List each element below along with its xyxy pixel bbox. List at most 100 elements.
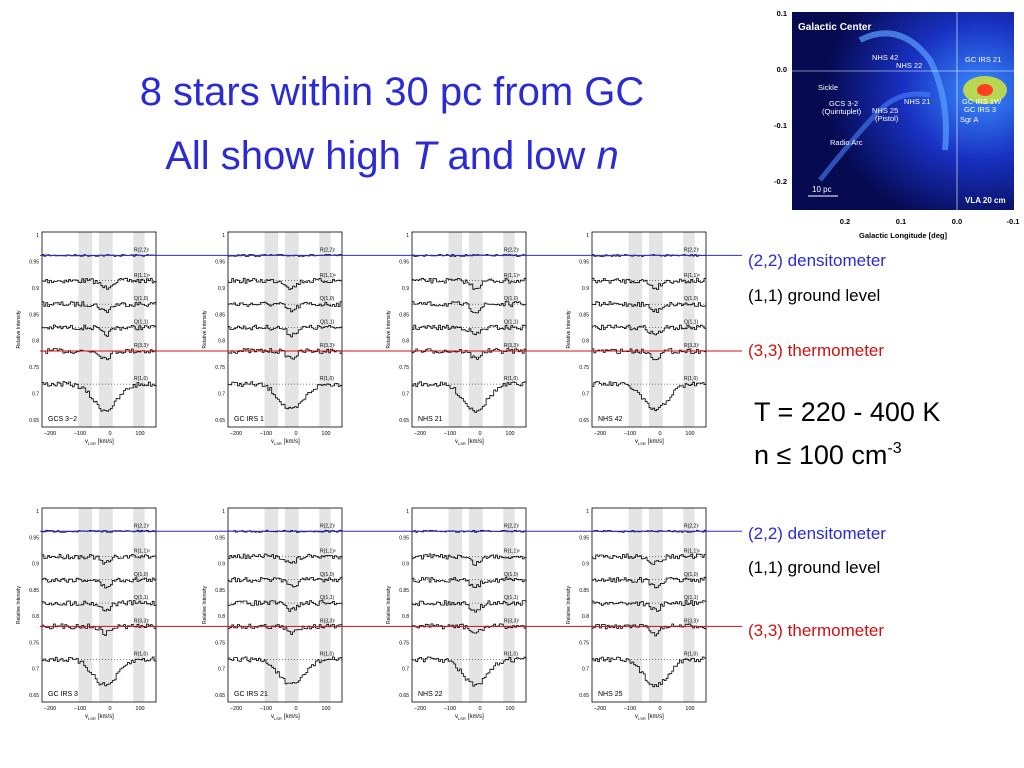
line-label: R(2,2)ˡ [134, 523, 149, 529]
x-label-part: [km/s] [284, 439, 300, 445]
spectrum-trace [228, 348, 343, 360]
spectrum-trace [42, 600, 157, 612]
shaded-band [683, 232, 695, 427]
title-part: n [597, 134, 619, 178]
y-tick-label: 0.75 [579, 365, 589, 371]
y-tick-label: 0.7 [218, 392, 225, 398]
y-tick-label: 0.8 [582, 339, 589, 345]
panel-name: GC IRS 3 [48, 691, 78, 698]
x-axis-label: vLSR [km/s] [455, 714, 484, 721]
y-axis-label: Relative Intensity [202, 585, 208, 624]
spectrum-trace [592, 324, 707, 336]
y-tick-label: 0.85 [579, 588, 589, 594]
x-tick-label: −100 [444, 706, 456, 712]
x-label-part: v [271, 714, 274, 720]
panel-name: NHS 25 [598, 691, 623, 698]
line-label: R(1,0) [504, 376, 518, 382]
spectrum-trace [42, 553, 157, 565]
line-label: R(1,1)ᵘ [134, 549, 150, 555]
x-label-part: LSR [274, 441, 282, 446]
line-label: R(1,0) [684, 651, 698, 657]
spectrum-trace [42, 277, 157, 290]
x-tick-label: −100 [74, 706, 86, 712]
spectrum-trace [592, 600, 707, 612]
spectrum-trace [412, 277, 527, 290]
line-label: R(1,1)ᵘ [320, 273, 336, 279]
line-label: Q(1,1) [134, 320, 149, 326]
map-title: Galactic Center [798, 22, 871, 33]
spectrum-trace [228, 277, 343, 290]
spectrum-trace [412, 324, 527, 336]
spectrum-trace [412, 381, 527, 413]
map-label: NHS 42 [872, 53, 898, 62]
x-tick-label: 0 [294, 431, 297, 437]
spectrum-trace [228, 656, 343, 685]
line-label: Q(1,0) [504, 572, 519, 578]
y-tick-label: 0.85 [215, 312, 225, 318]
map-scale: 10 pc [812, 185, 832, 194]
y-tick-label: 0.9 [218, 562, 225, 568]
map-survey: VLA 20 cm [965, 196, 1006, 205]
y-tick-label: 1 [406, 509, 409, 515]
y-tick-label: 0.75 [29, 640, 39, 646]
spectrum-panel: R(2,2)ˡ R(1,1)ᵘ Q(1,0) Q(1,1) R(3,3)ˡ R(1,0) 1… [202, 231, 343, 446]
x-tick-label: 100 [505, 706, 514, 712]
x-label-part: [km/s] [98, 439, 114, 445]
map-y-tick: -0.1 [774, 121, 787, 130]
y-tick-label: 0.75 [29, 365, 39, 371]
y-tick-label: 0.65 [215, 418, 225, 424]
line-label: R(3,3)ˡ [320, 618, 335, 624]
x-tick-label: −200 [594, 706, 606, 712]
spectrum-trace [412, 577, 527, 588]
spectrum-trace [42, 324, 157, 337]
line-label: Q(1,0) [684, 572, 699, 578]
line-label: Q(1,0) [134, 296, 149, 302]
y-tick-label: 0.8 [402, 614, 409, 620]
x-tick-label: −200 [44, 706, 56, 712]
y-tick-label: 0.7 [402, 392, 409, 398]
y-tick-label: 0.9 [402, 286, 409, 292]
y-axis-label: Relative Intensity [386, 310, 392, 349]
map-label: (Quintuplet) [822, 107, 862, 116]
y-tick-label: 0.9 [32, 562, 39, 568]
annotation: (1,1) ground level [748, 558, 880, 577]
x-tick-label: 100 [321, 431, 330, 437]
map-label: GC IRS 3 [964, 105, 996, 114]
condition-text: n ≤ 100 cm [754, 440, 887, 470]
shaded-band [319, 232, 331, 427]
line-label: R(2,2)ˡ [504, 247, 519, 253]
x-tick-label: 100 [685, 706, 694, 712]
panel-frame [227, 231, 343, 428]
spectrum-trace [228, 600, 343, 612]
panel-frame [591, 507, 707, 703]
map-feature [977, 84, 993, 96]
line-label: R(2,2)ˡ [320, 247, 335, 253]
x-label-part: LSR [88, 441, 96, 446]
panel-frame [41, 231, 157, 428]
map-label: (Pistol) [875, 114, 899, 123]
panel-frame [411, 507, 527, 703]
spectrum-trace [592, 576, 707, 589]
line-label: R(2,2)ˡ [684, 523, 699, 529]
spectrum-trace [412, 623, 527, 634]
map-label: Radio Arc [830, 138, 863, 147]
annotation: (2,2) densitometer [748, 524, 886, 543]
line-label: R(2,2)ˡ [504, 523, 519, 529]
x-label-part: v [85, 714, 88, 720]
line-label: Q(1,1) [504, 320, 519, 326]
line-label: R(1,1)ᵘ [320, 549, 336, 555]
spectrum-trace [42, 381, 157, 412]
spectrum-trace [412, 656, 527, 687]
x-axis-label: vLSR [km/s] [635, 439, 664, 446]
y-tick-label: 0.9 [582, 286, 589, 292]
spectrum-trace [412, 301, 527, 314]
y-tick-label: 0.95 [399, 259, 409, 265]
annotation: (2,2) densitometer [748, 251, 886, 270]
y-tick-label: 0.85 [579, 312, 589, 318]
x-label-part: v [455, 439, 458, 445]
y-axis-label: Relative Intensity [16, 310, 22, 349]
map-label: NHS 22 [896, 61, 922, 70]
x-tick-label: 100 [321, 706, 330, 712]
x-tick-label: −200 [230, 431, 242, 437]
